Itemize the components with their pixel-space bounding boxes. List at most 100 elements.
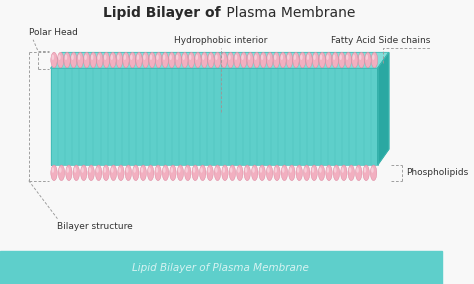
Ellipse shape [356, 165, 362, 181]
Ellipse shape [66, 165, 72, 181]
Ellipse shape [326, 165, 332, 181]
Ellipse shape [116, 52, 123, 68]
Ellipse shape [97, 52, 103, 68]
Ellipse shape [214, 165, 221, 181]
Ellipse shape [248, 55, 250, 60]
Ellipse shape [169, 52, 175, 68]
Ellipse shape [143, 55, 146, 60]
Text: Polar Head: Polar Head [29, 28, 78, 37]
Ellipse shape [319, 55, 322, 60]
Ellipse shape [89, 167, 91, 173]
Ellipse shape [370, 165, 377, 181]
Ellipse shape [326, 55, 329, 60]
Ellipse shape [332, 52, 338, 68]
Ellipse shape [230, 167, 233, 173]
Ellipse shape [51, 165, 57, 181]
Ellipse shape [254, 52, 260, 68]
Ellipse shape [170, 165, 176, 181]
Ellipse shape [126, 167, 128, 173]
Ellipse shape [84, 55, 87, 60]
Ellipse shape [244, 165, 250, 181]
Ellipse shape [209, 55, 211, 60]
Ellipse shape [319, 52, 325, 68]
Ellipse shape [327, 167, 329, 173]
Ellipse shape [293, 55, 296, 60]
Ellipse shape [51, 52, 57, 68]
Ellipse shape [274, 165, 280, 181]
Ellipse shape [130, 55, 133, 60]
Ellipse shape [133, 167, 136, 173]
Ellipse shape [137, 55, 139, 60]
Ellipse shape [141, 167, 143, 173]
Ellipse shape [125, 165, 132, 181]
Ellipse shape [162, 52, 168, 68]
Ellipse shape [155, 52, 162, 68]
Ellipse shape [297, 167, 300, 173]
Text: Fatty Acid Side chains: Fatty Acid Side chains [331, 36, 431, 45]
Ellipse shape [77, 52, 83, 68]
Ellipse shape [228, 52, 234, 68]
Ellipse shape [334, 167, 337, 173]
Ellipse shape [177, 165, 183, 181]
Ellipse shape [299, 52, 306, 68]
Ellipse shape [333, 165, 339, 181]
Ellipse shape [147, 165, 154, 181]
Ellipse shape [71, 55, 74, 60]
Ellipse shape [118, 167, 121, 173]
Ellipse shape [338, 52, 345, 68]
Ellipse shape [202, 55, 205, 60]
Ellipse shape [64, 52, 70, 68]
Ellipse shape [372, 55, 374, 60]
Ellipse shape [208, 167, 210, 173]
Ellipse shape [371, 167, 374, 173]
Ellipse shape [104, 167, 106, 173]
Ellipse shape [274, 167, 277, 173]
Ellipse shape [155, 165, 161, 181]
Ellipse shape [290, 167, 292, 173]
Ellipse shape [200, 165, 206, 181]
Ellipse shape [222, 165, 228, 181]
Ellipse shape [110, 165, 117, 181]
Ellipse shape [57, 52, 64, 68]
Ellipse shape [162, 165, 169, 181]
Ellipse shape [200, 167, 203, 173]
Ellipse shape [319, 165, 325, 181]
Ellipse shape [261, 55, 264, 60]
Ellipse shape [235, 55, 237, 60]
Ellipse shape [266, 165, 273, 181]
Ellipse shape [281, 165, 288, 181]
Ellipse shape [188, 52, 194, 68]
Ellipse shape [280, 52, 286, 68]
Ellipse shape [129, 52, 136, 68]
Ellipse shape [287, 55, 290, 60]
Ellipse shape [348, 165, 355, 181]
Ellipse shape [124, 55, 126, 60]
Ellipse shape [59, 167, 62, 173]
Ellipse shape [281, 55, 283, 60]
Ellipse shape [359, 55, 362, 60]
Ellipse shape [300, 55, 303, 60]
Ellipse shape [349, 167, 351, 173]
Polygon shape [51, 53, 389, 68]
Ellipse shape [97, 55, 100, 60]
Ellipse shape [52, 55, 54, 60]
Ellipse shape [293, 52, 299, 68]
Ellipse shape [123, 52, 129, 68]
Ellipse shape [74, 167, 76, 173]
Ellipse shape [341, 165, 347, 181]
Ellipse shape [178, 167, 181, 173]
Ellipse shape [103, 165, 109, 181]
Ellipse shape [185, 167, 188, 173]
Ellipse shape [228, 55, 231, 60]
Ellipse shape [221, 52, 227, 68]
Ellipse shape [88, 165, 94, 181]
Ellipse shape [82, 167, 84, 173]
Ellipse shape [163, 167, 165, 173]
Ellipse shape [171, 167, 173, 173]
Ellipse shape [260, 167, 262, 173]
Ellipse shape [148, 167, 151, 173]
Ellipse shape [142, 52, 149, 68]
Ellipse shape [192, 165, 199, 181]
Ellipse shape [307, 55, 309, 60]
Ellipse shape [163, 55, 165, 60]
